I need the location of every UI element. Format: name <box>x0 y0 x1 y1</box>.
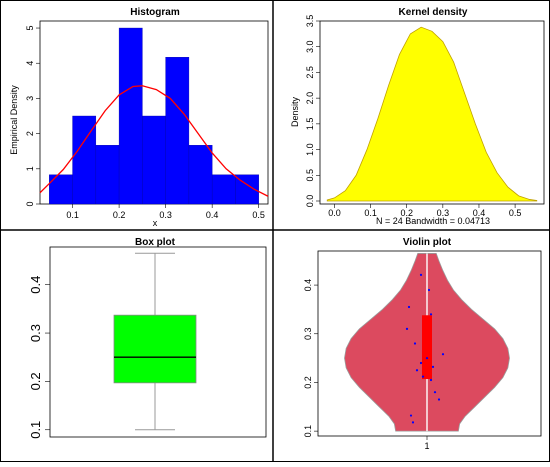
violin-ytick-label: 0.2 <box>303 376 313 389</box>
kernel-density-ytick-label: 1.5 <box>305 118 315 131</box>
violin-data-point <box>405 327 409 330</box>
kernel-density-ytick-label: 0.0 <box>305 195 315 208</box>
box-ytick-label: 0.3 <box>28 324 43 342</box>
violin-data-point <box>429 378 433 382</box>
violin-data-point <box>425 357 429 360</box>
histogram-bar <box>188 145 213 205</box>
kernel-density-xtick-label: 0.2 <box>400 208 413 218</box>
violin-data-point <box>419 361 423 365</box>
histogram-ytick-label: 2 <box>25 131 35 136</box>
violin-xtick-label: 1 <box>424 441 429 451</box>
histogram-xtick-label: 0.5 <box>252 210 265 220</box>
histogram-bar <box>211 174 236 205</box>
violin-data-point <box>413 342 417 345</box>
violin-ytick-label: 0.3 <box>303 328 313 341</box>
box-plot-plot-box <box>49 246 267 438</box>
kernel-density-ytick-label: 0.5 <box>305 169 315 182</box>
violin-data-point <box>407 305 411 309</box>
box-ytick-label: 0.2 <box>28 372 43 390</box>
histogram-bar <box>235 174 259 205</box>
box-ytick-label: 0.1 <box>28 421 43 439</box>
histogram-xlabel: x <box>153 218 158 228</box>
histogram-bar <box>95 145 120 205</box>
violin-data-point <box>409 414 413 417</box>
kernel-density-title: Kernel density <box>399 7 468 18</box>
histogram-panel: Histogram 0.1 0.2 0.3 0.4 0.5 0 1 2 3 4 5 x Empir… <box>9 7 269 228</box>
kernel-density-ytick-label: 1.0 <box>305 143 315 156</box>
kernel-density-ytick-label: 3.5 <box>305 15 315 28</box>
box-plot-title: Box plot <box>135 237 176 248</box>
kernel-density-xtick-label: 0.3 <box>437 208 450 218</box>
box-iqr-rect <box>113 314 197 384</box>
violin-ytick-label: 0.1 <box>303 425 313 438</box>
box-plot-panel: Box plot 0.1 0.2 0.3 0.4 <box>28 237 267 439</box>
violin-data-point <box>421 375 425 378</box>
histogram-ytick-label: 1 <box>25 166 35 171</box>
histogram-xtick-label: 0.3 <box>159 210 172 220</box>
histogram-xtick-label: 0.1 <box>66 210 79 220</box>
histogram-bar <box>118 27 143 205</box>
kernel-density-panel: Kernel density 0.0 0.1 0.2 0.3 0.4 0.5 0.0 0.5… <box>290 7 545 226</box>
violin-plot-plot-box <box>317 250 542 437</box>
violin-plot-panel: Violin plot 0.1 0.2 0.3 0.4 1 <box>303 237 542 451</box>
kernel-density-ytick-label: 2.5 <box>305 66 315 79</box>
violin-iqr-box <box>422 315 432 380</box>
histogram-ytick-label: 5 <box>25 26 35 31</box>
kernel-density-xtick-label: 0.5 <box>509 208 522 218</box>
histogram-density-curve <box>39 85 269 197</box>
violin-data-point <box>437 398 441 401</box>
violin-data-point <box>415 369 419 372</box>
violin-data-point <box>411 421 415 424</box>
kernel-density-plot-box <box>319 20 545 205</box>
kernel-density-area <box>326 26 538 202</box>
histogram-xtick-label: 0.2 <box>113 210 126 220</box>
kernel-density-xtick-label: 0.1 <box>364 208 377 218</box>
kernel-density-xtick-label: 0.0 <box>328 208 341 218</box>
kernel-density-xlabel: N = 24 Bandwidth = 0.04713 <box>376 216 490 226</box>
histogram-bar <box>165 57 190 205</box>
histogram-xtick-label: 0.4 <box>206 210 219 220</box>
kernel-density-ytick-label: 2.0 <box>305 92 315 105</box>
violin-data-point <box>431 365 435 368</box>
kernel-density-xtick-label: 0.4 <box>473 208 486 218</box>
violin-ytick-label: 0.4 <box>303 279 313 292</box>
histogram-ylabel: Empirical Density <box>9 85 19 155</box>
histogram-ytick-label: 0 <box>25 201 35 206</box>
violin-data-point <box>427 288 431 292</box>
violin-data-point <box>419 273 423 276</box>
histogram-ytick-label: 4 <box>25 61 35 66</box>
histogram-title: Histogram <box>130 7 180 18</box>
violin-data-point <box>441 353 445 356</box>
kernel-density-ylabel: Density <box>290 96 300 127</box>
box-ytick-label: 0.4 <box>28 276 43 294</box>
histogram-bar <box>142 115 166 205</box>
violin-plot-title: Violin plot <box>403 237 452 248</box>
histogram-ytick-label: 3 <box>25 96 35 101</box>
kernel-density-ytick-label: 3.0 <box>305 40 315 53</box>
violin-data-point <box>433 391 437 394</box>
violin-data-point <box>429 313 433 316</box>
